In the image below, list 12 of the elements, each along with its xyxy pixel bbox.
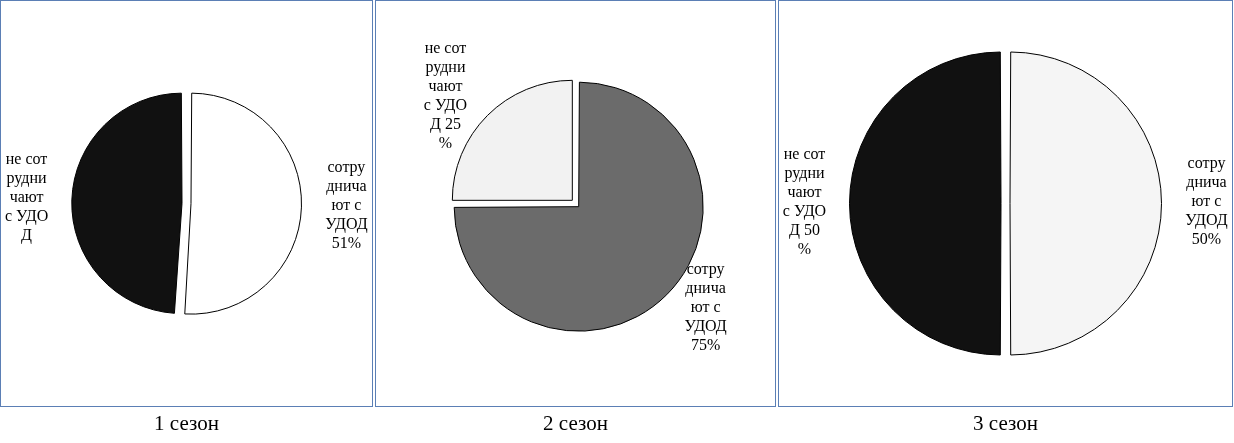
slice-label: сотрудничают с УДОД — [684, 260, 727, 336]
slice-label: не сотрудничают с УДОД 25% — [423, 38, 468, 151]
slice-label: сотрудничают с УДОД — [325, 158, 368, 234]
slice-label: сотрудничают с УДОД — [1185, 154, 1228, 230]
data-label: 51% — [331, 234, 362, 252]
text: 1 сезон — [153, 411, 220, 436]
text: 3 сезон — [972, 411, 1039, 436]
data-label: 75% — [690, 336, 721, 354]
slice-label: не сотрудничают с УДОД — [4, 149, 49, 244]
text: 2 сезон — [542, 411, 609, 436]
slice-label: не сотрудничают с УДОД 50% — [782, 144, 827, 257]
data-label: 50% — [1191, 230, 1222, 248]
